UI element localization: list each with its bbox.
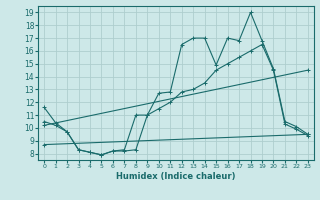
- X-axis label: Humidex (Indice chaleur): Humidex (Indice chaleur): [116, 172, 236, 181]
